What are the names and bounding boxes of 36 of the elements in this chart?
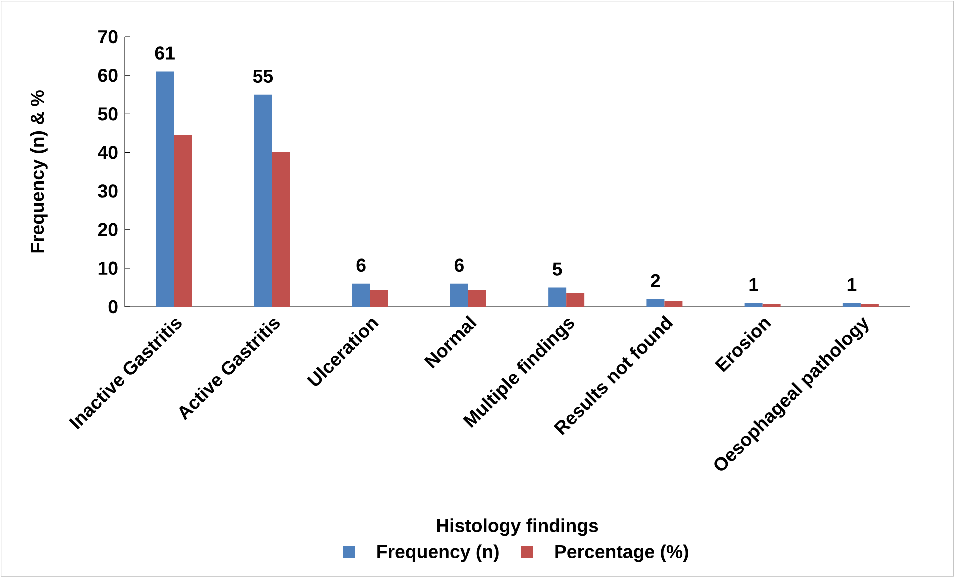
- data-label: 61: [155, 46, 175, 60]
- bar: [370, 290, 388, 307]
- legend-label: Frequency (n): [378, 544, 499, 562]
- bar: [272, 152, 290, 307]
- bar: [744, 303, 763, 307]
- y-tick-label: 50: [98, 108, 118, 121]
- y-tick-label: 40: [98, 146, 118, 160]
- bar: [548, 288, 567, 307]
- bar: [450, 284, 468, 307]
- data-label: 2: [651, 274, 660, 288]
- y-tick-label: 10: [98, 262, 118, 276]
- bar: [566, 293, 585, 307]
- y-tick-label: 30: [98, 184, 118, 198]
- y-tick-label: 0: [108, 300, 118, 314]
- bar: [174, 135, 192, 307]
- bar: [156, 72, 174, 307]
- x-axis-title: Histology findings: [437, 518, 598, 536]
- bar: [762, 304, 781, 307]
- bar: [860, 304, 879, 307]
- bar: [468, 290, 486, 307]
- data-label: 55: [253, 70, 274, 84]
- y-tick-label: 70: [98, 30, 118, 44]
- data-label: 6: [454, 258, 464, 272]
- bar: [254, 94, 272, 307]
- legend-label: Percentage (%): [556, 544, 688, 562]
- data-label: 1: [848, 278, 857, 292]
- bar: [842, 303, 861, 307]
- y-axis-title: Frequency (n) & %: [30, 90, 48, 253]
- bar: [664, 301, 683, 307]
- data-label: 1: [750, 278, 758, 292]
- data-label: 5: [552, 262, 562, 276]
- y-tick-label: 60: [98, 68, 118, 82]
- y-tick-label: 20: [98, 223, 118, 236]
- data-label: 6: [356, 258, 366, 272]
- bar: [352, 284, 370, 307]
- bar: [646, 299, 665, 307]
